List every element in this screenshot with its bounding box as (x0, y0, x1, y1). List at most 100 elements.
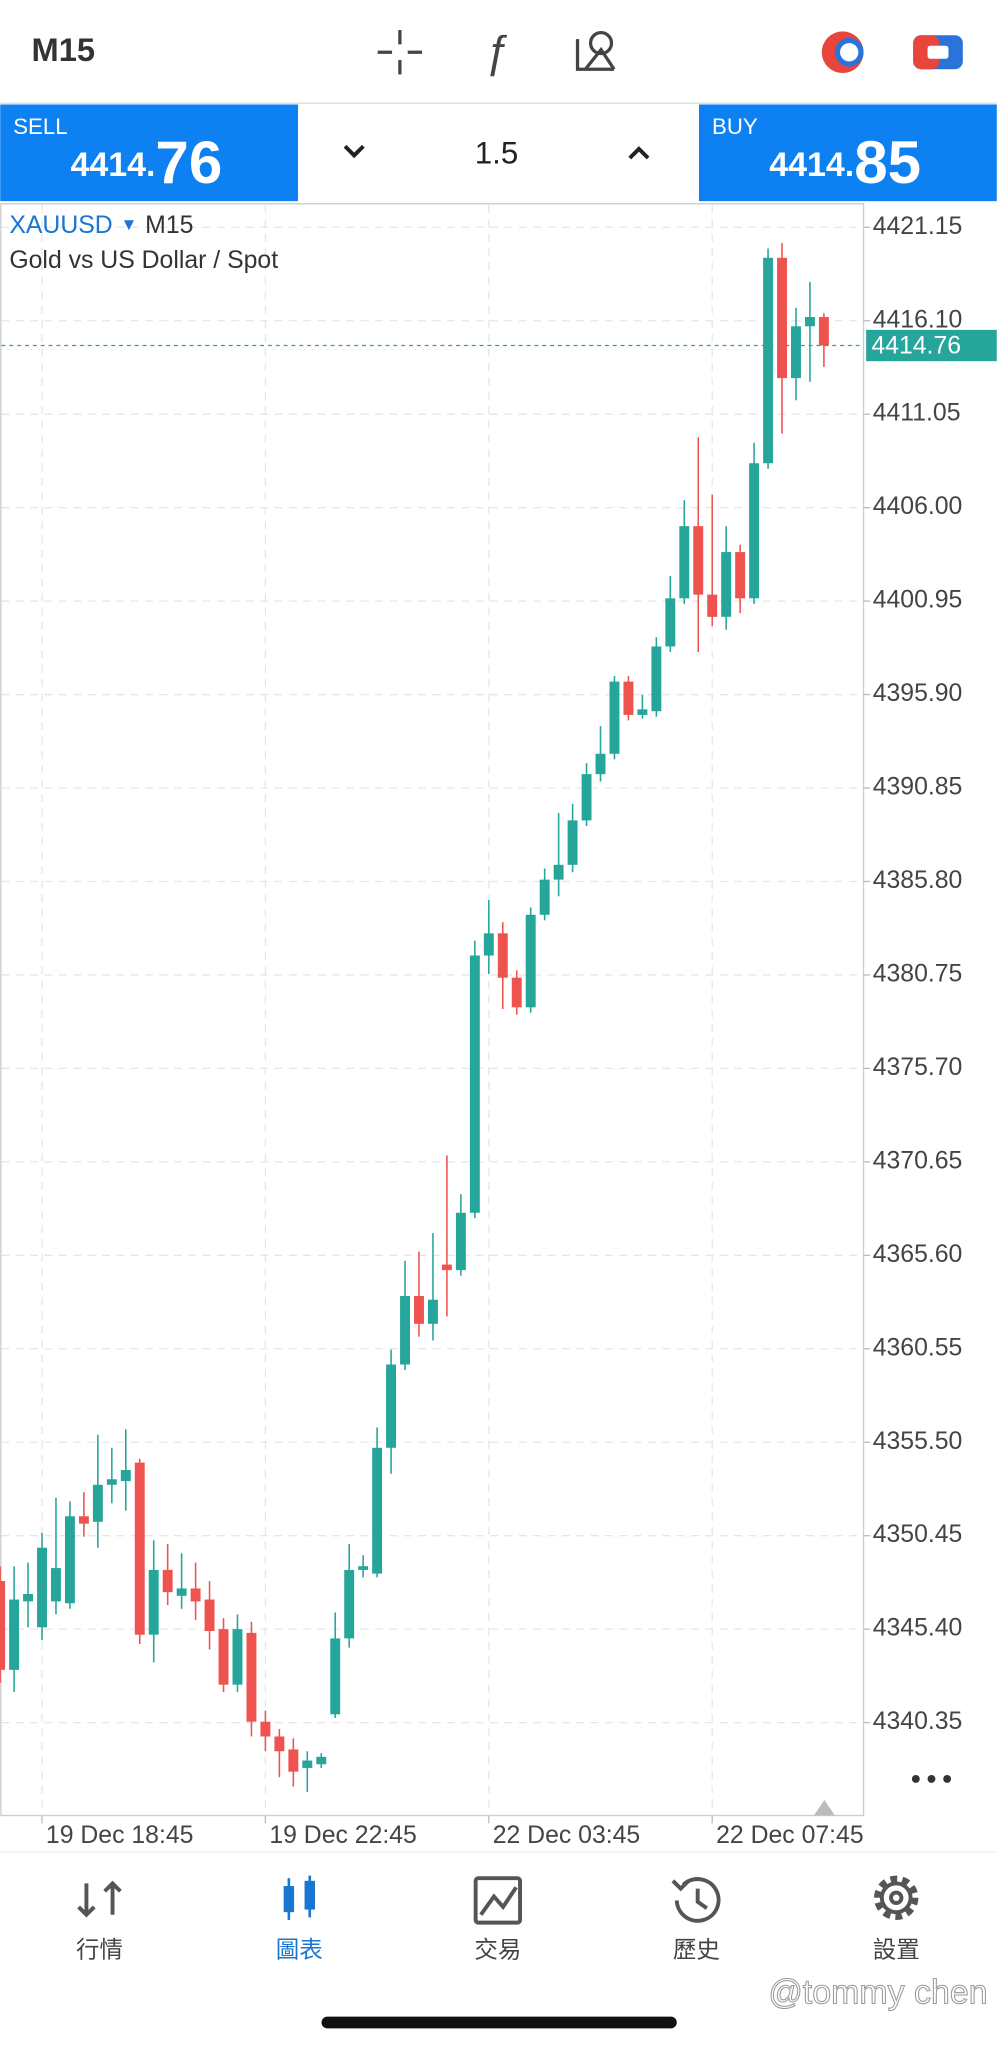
candle-body (497, 933, 508, 978)
candle-body (51, 1568, 61, 1602)
candle-body (693, 526, 704, 595)
x-tick-label: 19 Dec 22:45 (269, 1822, 417, 1849)
sell-label: SELL (13, 114, 67, 139)
settings-icon[interactable] (874, 1875, 919, 1920)
x-tick-label: 22 Dec 07:45 (716, 1822, 864, 1849)
chart-subtitle: Gold vs US Dollar / Spot (9, 247, 278, 274)
candle-body (749, 463, 760, 599)
candle-body (804, 317, 815, 327)
candle-body (274, 1736, 285, 1752)
candle-body (427, 1299, 438, 1324)
buy-button[interactable] (698, 104, 997, 202)
y-tick-label: 4355.50 (873, 1428, 963, 1455)
quotes-icon[interactable] (77, 1880, 122, 1918)
candle-body (441, 1264, 452, 1271)
nav-label[interactable]: 行情 (76, 1937, 123, 1963)
sell-button[interactable] (0, 104, 299, 202)
y-tick-label: 4345.40 (873, 1615, 963, 1642)
candle-body (148, 1569, 159, 1635)
candle-body (134, 1462, 145, 1635)
y-tick-label: 4421.15 (873, 213, 963, 240)
current-price-label: 4414.76 (871, 332, 961, 359)
buy-price-big: 85 (854, 129, 921, 196)
y-tick-label: 4395.90 (873, 680, 963, 707)
candle-body (511, 977, 522, 1008)
candle-body (190, 1588, 201, 1602)
home-indicator[interactable] (321, 2016, 677, 2029)
candle-body (651, 646, 662, 712)
y-tick-label: 4365.60 (873, 1241, 963, 1268)
chart-symbol[interactable]: XAUUSD (9, 212, 112, 239)
candle-body (232, 1629, 243, 1685)
history-icon[interactable] (671, 1877, 721, 1923)
y-tick-label: 4360.55 (873, 1334, 963, 1361)
candle-body (595, 753, 606, 775)
y-tick-label: 4375.70 (873, 1054, 963, 1081)
candle-body (455, 1212, 466, 1271)
chart-frame (0, 203, 865, 1817)
candle-body (721, 552, 732, 617)
candle-body (637, 709, 648, 715)
y-tick-label: 4406.00 (873, 493, 963, 520)
y-tick-label: 4400.95 (873, 587, 963, 614)
account-icon[interactable] (821, 31, 864, 74)
candle-body (818, 317, 829, 346)
y-tick-label: 4340.35 (873, 1708, 963, 1735)
candle-body (23, 1593, 34, 1602)
volume-down[interactable] (343, 144, 365, 159)
sell-price-big: 76 (155, 129, 222, 196)
candle-body (302, 1760, 313, 1768)
candle-body (288, 1749, 299, 1772)
candle-body (372, 1447, 383, 1574)
volume-up[interactable] (628, 146, 650, 160)
candle-body (791, 326, 801, 379)
candle-body (246, 1632, 257, 1722)
volume[interactable]: 1.5 (475, 136, 519, 171)
candle-body (344, 1569, 355, 1639)
y-tick-label: 4416.10 (873, 306, 963, 333)
scroll-marker[interactable] (813, 1799, 835, 1816)
candle-body (567, 820, 578, 865)
candle-body (414, 1296, 424, 1324)
symbol-dropdown[interactable]: ▼ (121, 215, 138, 234)
candle-body (9, 1599, 20, 1670)
nav-label[interactable]: 交易 (474, 1937, 521, 1963)
chart-icon[interactable] (283, 1875, 315, 1920)
more-icon[interactable] (911, 1775, 952, 1783)
candle-body (483, 933, 494, 956)
buy-label: BUY (712, 114, 758, 139)
candle-body (623, 681, 634, 715)
candle-body (64, 1516, 75, 1604)
candle-body (609, 681, 620, 754)
candle-body (106, 1479, 117, 1485)
candle-body (162, 1569, 173, 1593)
candle-body (469, 955, 480, 1213)
nav-label[interactable]: 圖表 (276, 1937, 323, 1963)
indicator-icon[interactable]: ƒ (484, 28, 509, 78)
candle-body (707, 594, 718, 617)
current-price-box (866, 329, 997, 362)
candle-body (386, 1364, 397, 1448)
timeframe-button[interactable]: M15 (32, 31, 96, 68)
candle-body (763, 257, 774, 464)
candle-body (539, 879, 550, 915)
x-tick-label: 22 Dec 03:45 (493, 1822, 641, 1849)
watermark: @tommy chen (768, 1973, 987, 2011)
candle-body (330, 1638, 341, 1715)
nav-label[interactable]: 設置 (873, 1937, 920, 1963)
objects-icon[interactable] (575, 31, 616, 71)
trade-icon[interactable] (473, 1876, 523, 1925)
candle-body (0, 1581, 6, 1670)
candle-body (553, 864, 564, 880)
crosshair-icon[interactable] (377, 30, 423, 75)
nav-label[interactable]: 歷史 (673, 1937, 720, 1963)
y-tick-label: 4350.45 (873, 1521, 963, 1548)
trade-toggle-icon[interactable] (913, 35, 963, 70)
candle-body (777, 257, 787, 379)
candle-body (581, 774, 592, 821)
candle-body (218, 1629, 229, 1685)
candle-body (92, 1484, 103, 1522)
y-tick-label: 4390.85 (873, 774, 963, 801)
